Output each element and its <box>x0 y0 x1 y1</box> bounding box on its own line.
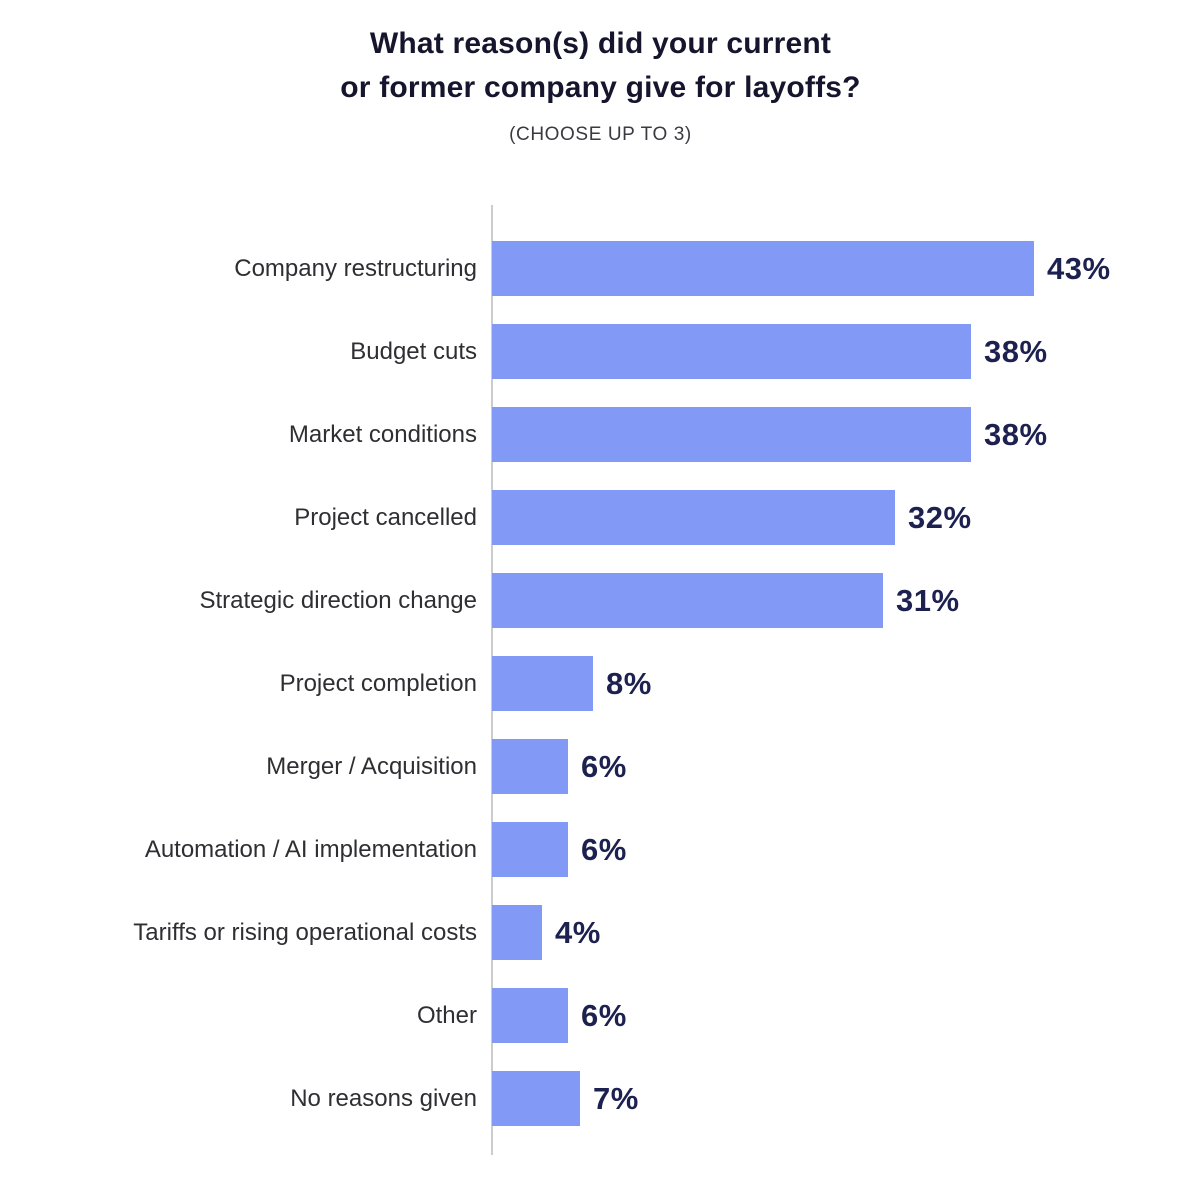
value-label: 7% <box>593 1080 639 1116</box>
bar-track: 38% <box>492 324 1048 379</box>
page-title: What reason(s) did your current or former… <box>0 22 1201 110</box>
bar <box>492 490 895 545</box>
bar-row: Project cancelled 32% <box>0 476 1201 559</box>
category-label: Company restructuring <box>234 254 477 282</box>
value-label: 38% <box>984 333 1048 369</box>
chart-subtitle: (CHOOSE UP TO 3) <box>509 124 692 145</box>
category-label: Merger / Acquisition <box>266 752 477 780</box>
bar-row: Automation / AI implementation 6% <box>0 808 1201 891</box>
bar-track: 43% <box>492 241 1111 296</box>
bar-track: 31% <box>492 573 960 628</box>
bar-track: 8% <box>492 656 652 711</box>
bar-track: 4% <box>492 905 601 960</box>
value-label: 6% <box>581 831 627 867</box>
category-label: Strategic direction change <box>199 586 478 614</box>
category-label: Project completion <box>279 669 477 697</box>
title-line-1: What reason(s) did your current <box>369 27 832 60</box>
bar <box>492 822 568 877</box>
bar <box>492 573 883 628</box>
bar <box>492 739 568 794</box>
category-label: Market conditions <box>288 420 477 448</box>
bar <box>492 241 1034 296</box>
value-label: 43% <box>1047 250 1111 286</box>
bar-track: 6% <box>492 739 627 794</box>
value-label: 31% <box>896 582 960 618</box>
category-label: Automation / AI implementation <box>144 835 477 863</box>
bar <box>492 656 593 711</box>
bar-row: Budget cuts 38% <box>0 310 1201 393</box>
value-label: 38% <box>984 416 1048 452</box>
value-label: 6% <box>581 997 627 1033</box>
value-label: 4% <box>555 914 601 950</box>
bar-track: 32% <box>492 490 972 545</box>
bar-row: Market conditions 38% <box>0 393 1201 476</box>
bar-row: Project completion 8% <box>0 642 1201 725</box>
bar <box>492 1071 580 1126</box>
bar-row: Company restructuring 43% <box>0 227 1201 310</box>
bar-row: Other 6% <box>0 974 1201 1057</box>
category-label: No reasons given <box>290 1084 477 1112</box>
bar <box>492 905 542 960</box>
category-label: Project cancelled <box>294 503 477 531</box>
bar-track: 38% <box>492 407 1048 462</box>
bar-row: Strategic direction change 31% <box>0 559 1201 642</box>
bar-track: 6% <box>492 822 627 877</box>
bar-row: Tariffs or rising operational costs 4% <box>0 891 1201 974</box>
bar-row: No reasons given 7% <box>0 1057 1201 1140</box>
bar <box>492 407 971 462</box>
value-label: 8% <box>606 665 652 701</box>
value-label: 6% <box>581 748 627 784</box>
bar-track: 7% <box>492 1071 639 1126</box>
category-label: Tariffs or rising operational costs <box>133 918 477 946</box>
bar <box>492 324 971 379</box>
bar-chart: Company restructuring 43% Budget cuts 38… <box>0 227 1201 1140</box>
category-label: Budget cuts <box>350 337 477 365</box>
bar <box>492 988 568 1043</box>
bar-track: 6% <box>492 988 627 1043</box>
category-label: Other <box>416 1001 477 1029</box>
value-label: 32% <box>908 499 972 535</box>
bar-row: Merger / Acquisition 6% <box>0 725 1201 808</box>
title-line-2: or former company give for layoffs? <box>340 71 861 104</box>
title-block: What reason(s) did your current or former… <box>0 0 1201 146</box>
